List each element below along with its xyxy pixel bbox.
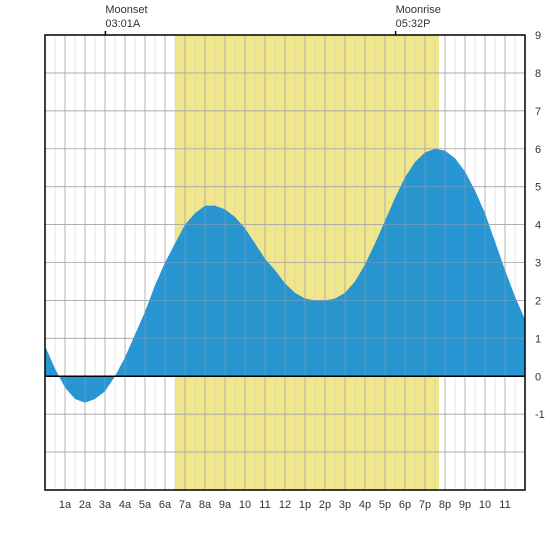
x-tick-label: 5a [139,499,152,511]
x-tick-label: 6a [159,499,172,511]
x-tick-label: 7p [419,499,431,511]
y-tick-label: 6 [535,144,541,156]
y-tick-label: -1 [535,409,545,421]
x-tick-label: 8a [199,499,212,511]
moonrise-time: 05:32P [396,18,441,32]
y-tick-label: 3 [535,258,541,270]
moonrise-text: Moonrise [396,4,441,18]
x-tick-label: 5p [379,499,391,511]
x-tick-label: 9a [219,499,232,511]
y-tick-label: 9 [535,30,541,42]
moonset-text: Moonset [105,4,147,18]
y-tick-label: 7 [535,106,541,118]
moonset-label: Moonset 03:01A [105,4,147,32]
moonrise-label: Moonrise 05:32P [396,4,441,32]
y-tick-label: 4 [535,220,541,232]
x-tick-label: 12 [279,499,291,511]
moonset-time: 03:01A [105,18,147,32]
tide-chart: 1a2a3a4a5a6a7a8a9a1011121p2p3p4p5p6p7p8p… [0,0,550,550]
y-tick-label: 2 [535,295,541,307]
x-tick-label: 9p [459,499,471,511]
x-tick-label: 6p [399,499,411,511]
x-tick-label: 3p [339,499,351,511]
x-tick-label: 1p [299,499,311,511]
x-tick-label: 8p [439,499,451,511]
x-tick-label: 11 [259,499,270,511]
x-tick-label: 1a [59,499,72,511]
x-tick-label: 4p [359,499,371,511]
x-tick-label: 10 [239,499,251,511]
chart-svg: 1a2a3a4a5a6a7a8a9a1011121p2p3p4p5p6p7p8p… [0,0,550,550]
x-tick-label: 7a [179,499,192,511]
x-tick-label: 11 [499,499,510,511]
y-tick-label: 8 [535,68,541,80]
y-tick-label: 1 [535,333,541,345]
x-tick-label: 2p [319,499,331,511]
x-tick-label: 4a [119,499,132,511]
y-tick-label: 0 [535,371,541,383]
x-tick-label: 3a [99,499,112,511]
y-tick-label: 5 [535,182,541,194]
x-tick-label: 2a [79,499,92,511]
x-tick-label: 10 [479,499,491,511]
